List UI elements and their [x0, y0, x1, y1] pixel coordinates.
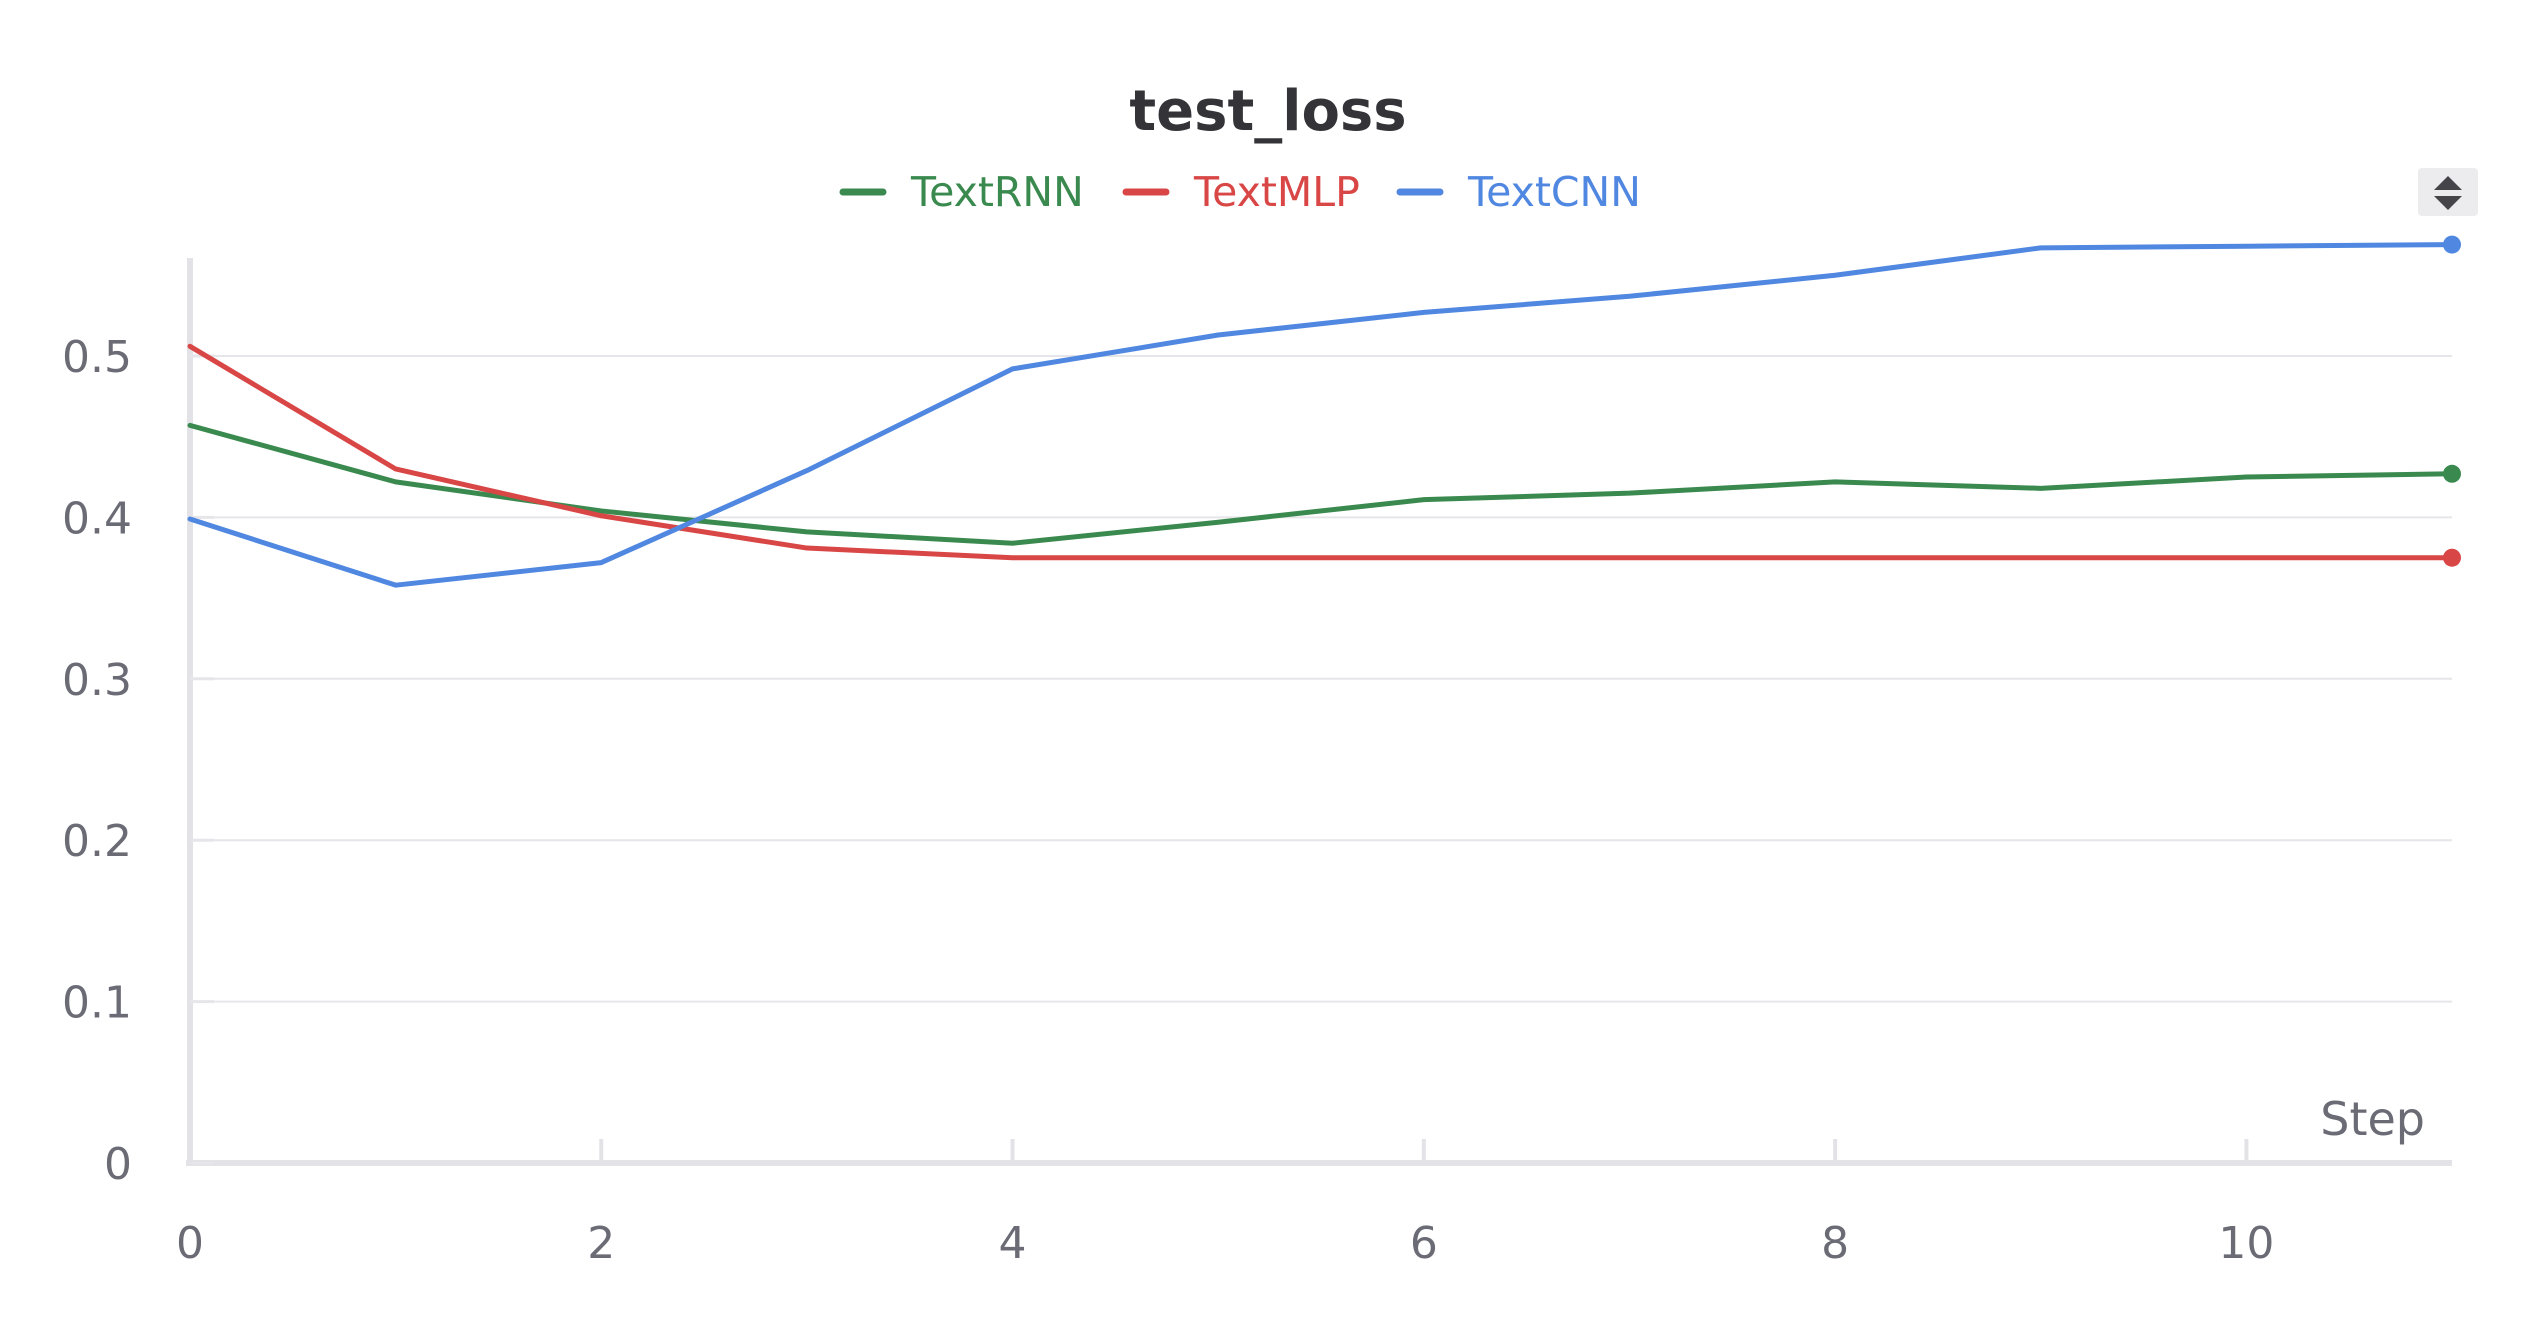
y-tick-label: 0.2 [62, 816, 132, 867]
y-tick-label: 0.3 [62, 655, 132, 706]
grid-lines [190, 354, 2452, 1003]
chevron-up-icon[interactable] [2434, 176, 2462, 190]
x-tick-label: 4 [999, 1218, 1027, 1269]
legend-label-textmlp: TextMLP [1193, 168, 1360, 216]
legend-toggle-button[interactable] [2418, 168, 2478, 216]
x-tick-label: 6 [1410, 1218, 1438, 1269]
chevron-down-icon[interactable] [2434, 196, 2462, 210]
legend-label-textcnn: TextCNN [1467, 168, 1641, 216]
legend: TextRNN TextMLP TextCNN [839, 168, 1641, 216]
chart-title: test_loss [1129, 79, 1406, 144]
x-tick-label: 8 [1821, 1218, 1849, 1269]
legend-label-textrnn: TextRNN [910, 168, 1084, 216]
x-tick-label: 2 [587, 1218, 615, 1269]
x-tick-label: 0 [176, 1218, 204, 1269]
y-tick-label: 0.5 [62, 332, 132, 383]
series-end-point-textrnn [2443, 464, 2461, 483]
y-axis-ticks: 0 0.1 0.2 0.3 0.4 0.5 [62, 332, 214, 1190]
series-line-textcnn [187, 242, 2455, 588]
axes [186, 258, 2452, 1166]
x-axis-ticks: 0 2 4 6 8 10 [176, 1139, 2274, 1269]
x-tick-label: 10 [2218, 1218, 2274, 1269]
x-axis-label: Step [2320, 1092, 2425, 1146]
series-end-point-textcnn [2443, 235, 2461, 254]
y-tick-label: 0.4 [62, 493, 132, 544]
y-tick-label: 0 [104, 1139, 132, 1190]
series-line-textmlp [187, 343, 2455, 561]
legend-toggle-background[interactable] [2418, 168, 2478, 216]
series-lines [187, 235, 2461, 588]
series-line-textrnn [187, 422, 2455, 546]
y-tick-label: 0.1 [62, 978, 132, 1029]
series-end-point-textmlp [2443, 548, 2461, 567]
